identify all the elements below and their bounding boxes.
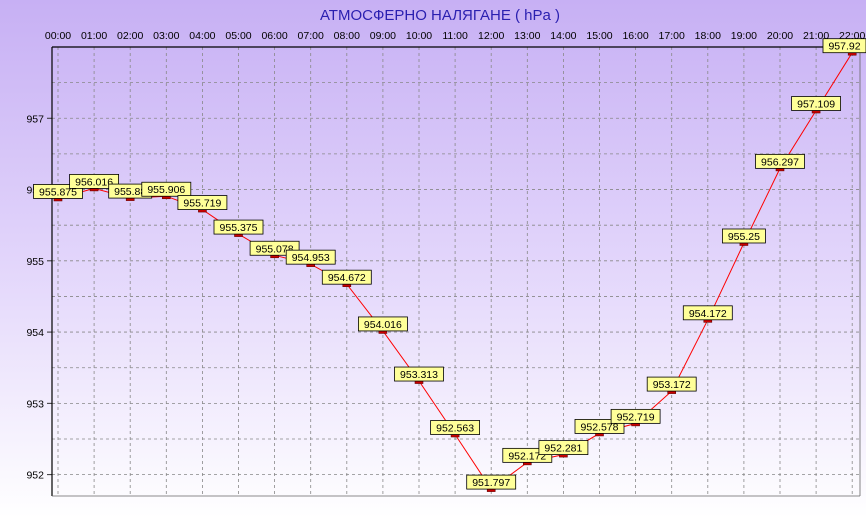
data-label-text: 955.375 xyxy=(220,222,258,234)
data-label-box xyxy=(646,376,697,392)
x-tick-label: 06:00 xyxy=(261,30,287,42)
data-label: 952.719 xyxy=(610,408,661,424)
data-label-text: 956.297 xyxy=(761,156,799,168)
y-tick-label: 954 xyxy=(26,327,44,339)
data-label-box xyxy=(538,440,589,455)
x-tick-label: 08:00 xyxy=(334,30,360,42)
data-label-text: 954.672 xyxy=(328,272,366,284)
data-label-box xyxy=(610,408,661,424)
chart-title: АТМОСФЕРНО НАЛЯГАНЕ ( hPa ) xyxy=(320,7,560,24)
data-label-box xyxy=(466,474,517,490)
data-label-box xyxy=(213,219,264,235)
y-tick-label: 953 xyxy=(26,398,44,410)
x-tick-label: 07:00 xyxy=(298,30,324,42)
data-label-text: 953.313 xyxy=(400,369,438,381)
data-label-text: 955.88 xyxy=(114,186,146,198)
data-label-box xyxy=(357,316,408,332)
data-label: 953.313 xyxy=(394,366,444,382)
data-label-box xyxy=(682,305,733,321)
y-tick-label: 952 xyxy=(26,470,44,482)
x-tick-label: 20:00 xyxy=(767,30,793,42)
x-tick-label: 11:00 xyxy=(442,30,468,42)
data-label-box xyxy=(755,153,805,169)
x-tick-label: 10:00 xyxy=(406,30,432,42)
x-tick-label: 16:00 xyxy=(622,30,648,42)
data-label: 957.109 xyxy=(791,96,841,111)
data-label-text: 955.906 xyxy=(147,184,185,196)
data-label-text: 952.172 xyxy=(508,450,546,462)
data-label: 955.25 xyxy=(722,228,766,244)
y-tick-label: 955 xyxy=(26,256,44,268)
data-label: 953.172 xyxy=(646,376,697,392)
y-tick-labels: 952953954955956957 xyxy=(26,113,52,482)
data-label-text: 952.719 xyxy=(617,411,655,423)
data-label-text: 957.92 xyxy=(828,41,860,53)
data-label-text: 953.172 xyxy=(653,379,691,391)
data-label-text: 957.109 xyxy=(797,99,835,111)
data-label-box xyxy=(141,181,192,197)
y-tick-label: 957 xyxy=(26,113,44,125)
data-label-box xyxy=(394,366,444,382)
x-tick-label: 01:00 xyxy=(81,30,107,42)
data-label-text: 951.797 xyxy=(472,477,510,489)
data-label-box xyxy=(722,228,766,244)
data-label: 952.281 xyxy=(538,440,589,455)
data-label-text: 955.25 xyxy=(728,231,760,243)
data-label-text: 955.078 xyxy=(256,243,294,255)
x-tick-label: 00:00 xyxy=(45,30,71,42)
x-tick-label: 15:00 xyxy=(586,30,612,42)
data-label-text: 956.016 xyxy=(75,176,113,188)
x-tick-label: 19:00 xyxy=(731,30,757,42)
data-label-text: 954.172 xyxy=(689,308,727,320)
data-label: 955.375 xyxy=(213,219,264,235)
x-tick-label: 09:00 xyxy=(370,30,396,42)
x-tick-label: 14:00 xyxy=(550,30,576,42)
data-label-text: 954.016 xyxy=(364,319,402,331)
data-label: 951.797 xyxy=(466,474,517,490)
x-tick-labels: 00:00 01:00 02:00 03:00 04:00 05:00 06:00 07:00… xyxy=(45,30,866,42)
data-label: 955.719 xyxy=(177,195,228,210)
data-label: 956.016 xyxy=(69,173,119,189)
data-label: 955.906 xyxy=(141,181,192,197)
x-tick-label: 17:00 xyxy=(659,30,685,42)
x-tick-label: 05:00 xyxy=(225,30,251,42)
data-label: 952.563 xyxy=(430,420,481,435)
data-label-text: 952.563 xyxy=(436,422,474,434)
data-label: 955.88 xyxy=(108,183,153,199)
plot-frame xyxy=(51,46,861,497)
data-label-box xyxy=(285,249,336,265)
x-tick-label: 18:00 xyxy=(695,30,721,42)
x-tick-label: 12:00 xyxy=(478,30,504,42)
data-label-box xyxy=(791,96,841,111)
data-label: 954.016 xyxy=(357,316,408,332)
data-label-text: 954.953 xyxy=(292,252,330,264)
x-tick-label: 02:00 xyxy=(117,30,143,42)
data-label-box xyxy=(177,195,228,210)
x-tick-label: 13:00 xyxy=(514,30,540,42)
x-tick-label: 03:00 xyxy=(153,30,179,42)
data-label-text: 952.281 xyxy=(544,443,582,455)
x-tick-label: 04:00 xyxy=(189,30,215,42)
data-label-text: 955.719 xyxy=(183,198,221,210)
data-label-box xyxy=(321,269,372,285)
data-label: 957.92 xyxy=(822,38,866,54)
data-label: 954.953 xyxy=(285,249,336,265)
data-label: 954.672 xyxy=(321,269,372,285)
data-label-text: 955.875 xyxy=(39,186,77,198)
data-label-box xyxy=(69,173,119,189)
data-label-box xyxy=(822,38,866,54)
data-label-text: 952.578 xyxy=(581,421,619,433)
data-label-box xyxy=(430,420,481,435)
grid xyxy=(52,46,860,496)
data-label: 954.172 xyxy=(682,305,733,321)
data-label: 956.297 xyxy=(755,153,805,169)
